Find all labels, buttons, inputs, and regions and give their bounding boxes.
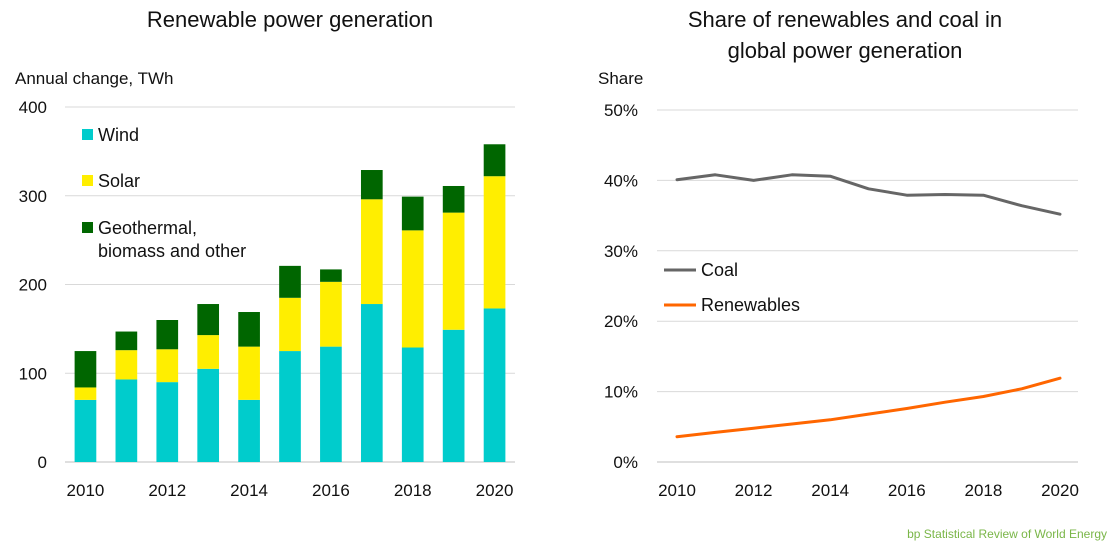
bar-segment — [156, 349, 179, 383]
legend-label: Coal — [701, 260, 738, 280]
bar-segment — [279, 297, 301, 352]
y-tick-label: 400 — [19, 98, 47, 117]
bar-segment — [483, 144, 506, 177]
legend-label: Renewables — [701, 295, 800, 315]
bar-segment — [360, 170, 383, 200]
y-tick-label: 20% — [604, 312, 638, 331]
x-tick-label: 2012 — [148, 481, 186, 500]
y-axis-label: Share — [598, 69, 643, 88]
bar-segment — [401, 230, 424, 348]
legend-label: Wind — [98, 125, 139, 145]
x-tick-label: 2014 — [230, 481, 268, 500]
bar-segment — [74, 387, 97, 400]
bar-segment — [238, 346, 260, 400]
legend-label: Solar — [98, 171, 140, 191]
bar-segment — [483, 308, 506, 462]
share-line-chart: Share 0% 10% 20% 30% 40% 50% 2010 2012 2014 2016 20… — [598, 69, 1079, 500]
x-tick-label: 2020 — [476, 481, 514, 500]
x-tick-label: 2014 — [811, 481, 849, 500]
bar-segment — [156, 320, 179, 350]
y-tick-label: 0% — [613, 453, 638, 472]
bar-segment — [115, 350, 138, 380]
bar-segment — [442, 185, 465, 213]
y-tick-label: 40% — [604, 171, 638, 190]
y-tick-label: 0 — [38, 453, 47, 472]
y-tick-label: 30% — [604, 242, 638, 261]
x-tick-label: 2018 — [394, 481, 432, 500]
chart-title: Share of renewables and coal in global p… — [600, 4, 1090, 66]
legend-label: biomass and other — [98, 241, 246, 261]
renewable-generation-bar-chart: Annual change, TWh 0 100 200 300 400 2010 2012 2… — [15, 69, 515, 500]
x-tick-label: 2010 — [658, 481, 696, 500]
bar-segment — [238, 399, 260, 462]
chart-title: Renewable power generation — [146, 7, 434, 32]
chart-title-line: Share of renewables and coal in — [687, 7, 1003, 32]
bar-segment — [320, 269, 342, 282]
y-tick-label: 200 — [19, 276, 47, 295]
bar-segment — [401, 347, 424, 462]
bar-segment — [197, 304, 220, 336]
x-tick-label: 2016 — [888, 481, 926, 500]
bar-segment — [442, 329, 465, 462]
bar-segment — [156, 382, 179, 462]
bar-segment — [401, 196, 424, 231]
series-line — [675, 173, 1062, 216]
bar-segment — [360, 304, 383, 462]
legend-label: Geothermal, — [98, 218, 197, 238]
bar-segment — [320, 281, 342, 347]
x-tick-label: 2016 — [312, 481, 350, 500]
bar-segment — [320, 346, 342, 462]
x-tick-label: 2012 — [735, 481, 773, 500]
bar-segment — [279, 351, 301, 462]
x-tick-label: 2010 — [67, 481, 105, 500]
bar-segment — [442, 212, 465, 330]
bar-segment — [483, 176, 506, 309]
legend-swatch — [82, 222, 93, 233]
y-tick-label: 50% — [604, 101, 638, 120]
source-credit: bp Statistical Review of World Energy — [907, 527, 1107, 541]
bar-segment — [197, 368, 220, 462]
legend-swatch — [82, 129, 93, 140]
bar-segment — [360, 199, 383, 305]
bar-segment — [197, 335, 220, 369]
x-tick-label: 2020 — [1041, 481, 1079, 500]
y-tick-label: 10% — [604, 383, 638, 402]
y-tick-label: 100 — [19, 364, 47, 383]
y-tick-label: 300 — [19, 187, 47, 206]
series-line — [675, 376, 1062, 439]
y-axis-label: Annual change, TWh — [15, 69, 173, 88]
bar-segment — [74, 351, 97, 388]
chart-title-line: global power generation — [727, 38, 963, 63]
bar-segment — [238, 312, 260, 347]
bar-segment — [115, 331, 138, 351]
x-tick-label: 2018 — [964, 481, 1002, 500]
bar-segment — [279, 265, 301, 298]
bar-segment — [74, 399, 97, 462]
bar-segment — [115, 379, 138, 462]
legend-swatch — [82, 175, 93, 186]
